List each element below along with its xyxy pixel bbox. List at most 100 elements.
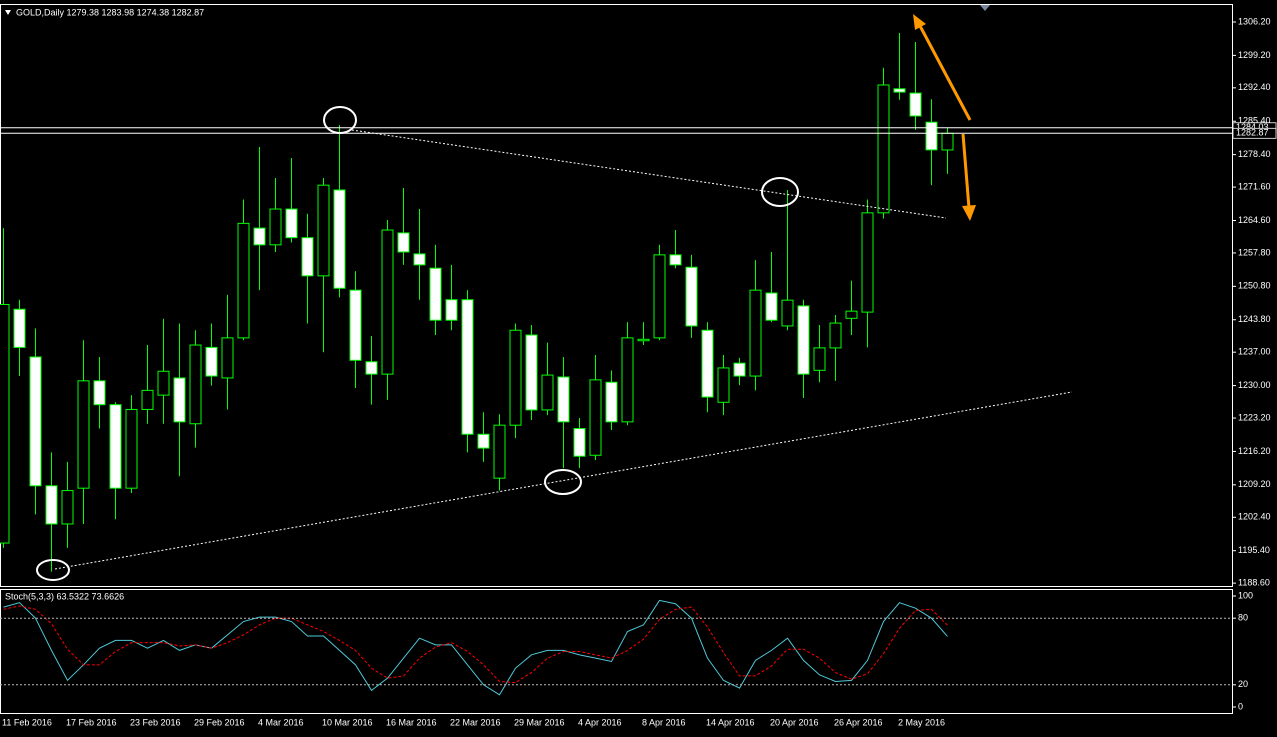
- candle-body: [877, 84, 890, 214]
- x-tick-label: 8 Apr 2016: [642, 717, 686, 727]
- shift-marker[interactable]: [980, 5, 990, 11]
- y-tick-label: 1264.60: [1238, 215, 1271, 225]
- x-tick-label: 4 Apr 2016: [578, 717, 622, 727]
- candle-body: [269, 208, 282, 246]
- x-tick-label: 16 Mar 2016: [386, 717, 437, 727]
- candle-body: [557, 376, 570, 423]
- candle-body: [797, 305, 810, 375]
- stoch-panel-frame: [0, 589, 1233, 714]
- candle-body: [781, 299, 794, 327]
- candle-body: [77, 380, 90, 489]
- y-tick-label: 1223.20: [1238, 412, 1271, 422]
- candle-body: [493, 424, 506, 479]
- x-tick-label: 11 Feb 2016: [2, 717, 52, 727]
- candle-body: [109, 404, 122, 489]
- candle-body: [445, 299, 458, 321]
- arrow-head: [913, 14, 926, 30]
- stoch-line: [3, 599, 948, 696]
- candle-body: [125, 408, 138, 489]
- x-tick-label: 14 Apr 2016: [706, 717, 755, 727]
- candle-body: [477, 433, 490, 449]
- x-tick-label: 2 May 2016: [898, 717, 945, 727]
- x-tick-label: 10 Mar 2016: [322, 717, 373, 727]
- x-tick-label: 22 Mar 2016: [450, 717, 501, 727]
- highlight-circle: [36, 559, 70, 581]
- candle-body: [685, 266, 698, 327]
- candle-body: [653, 254, 666, 339]
- main-panel-frame: [0, 4, 1233, 587]
- x-tick-label: 29 Mar 2016: [514, 717, 565, 727]
- y-tick-label: 1285.40: [1238, 116, 1271, 126]
- y-tick-label: 1195.40: [1238, 545, 1270, 555]
- candle-body: [413, 253, 426, 266]
- price-label: 1284.03: [1236, 122, 1269, 132]
- candle-body: [925, 121, 938, 151]
- candle-body: [893, 88, 906, 93]
- arrow-head: [962, 205, 976, 221]
- y-tick-label: 1243.80: [1238, 314, 1271, 324]
- candle-body: [237, 222, 250, 339]
- highlight-circle: [761, 177, 799, 207]
- resistance-trendline: [351, 129, 947, 219]
- candle-body: [717, 367, 730, 403]
- y-tick-label: 1306.20: [1238, 16, 1271, 26]
- y-tick-label: 0: [1238, 701, 1243, 711]
- candle-body: [285, 208, 298, 239]
- y-tick-label: 1278.40: [1238, 149, 1271, 159]
- y-tick-label: 1237.00: [1238, 347, 1271, 357]
- candle-body: [429, 267, 442, 321]
- candle-body: [813, 347, 826, 371]
- chart-title: GOLD,Daily 1279.38 1283.98 1274.38 1282.…: [16, 7, 204, 17]
- candle-body: [621, 337, 634, 423]
- candle-body: [749, 289, 762, 377]
- arrow-up: [917, 23, 972, 121]
- y-tick-label: 80: [1238, 613, 1248, 623]
- price-label: 1282.87: [1236, 128, 1269, 138]
- y-tick-label: 1271.60: [1238, 181, 1271, 191]
- candle-body: [173, 377, 186, 423]
- candle-body: [765, 292, 778, 321]
- candle-body: [381, 229, 394, 375]
- annotations: [36, 14, 1073, 581]
- candle-body: [573, 428, 586, 457]
- candle-body: [13, 308, 26, 348]
- candle-body: [541, 374, 554, 411]
- candle-body: [189, 344, 202, 425]
- candle-body: [637, 338, 650, 342]
- x-tick-label: 17 Feb 2016: [66, 717, 117, 727]
- support-trendline: [54, 391, 1073, 570]
- x-tick-label: 23 Feb 2016: [130, 717, 181, 727]
- y-tick-label: 1216.20: [1238, 446, 1271, 456]
- y-tick-label: 1188.60: [1238, 578, 1270, 588]
- candle-body: [29, 356, 42, 487]
- candle-body: [589, 379, 602, 456]
- menu-triangle[interactable]: [5, 10, 11, 15]
- candle-body: [605, 381, 618, 423]
- y-tick-label: 1209.20: [1238, 479, 1271, 489]
- candle-body: [525, 334, 538, 411]
- candle-body: [509, 329, 522, 426]
- y-tick-label: 1257.80: [1238, 247, 1271, 257]
- x-tick-label: 20 Apr 2016: [770, 717, 819, 727]
- stoch-title: Stoch(5,3,3) 63.5322 73.6626: [5, 591, 124, 601]
- candle-body: [861, 212, 874, 313]
- y-tick-label: 1299.20: [1238, 50, 1271, 60]
- candle-body: [61, 490, 74, 525]
- y-tick-label: 20: [1238, 679, 1248, 689]
- candle-body: [141, 389, 154, 410]
- candle-body: [397, 232, 410, 253]
- candle-body: [0, 303, 10, 544]
- x-tick-label: 26 Apr 2016: [834, 717, 883, 727]
- candle-body: [829, 322, 842, 349]
- candle-body: [333, 189, 346, 289]
- y-tick-label: 1250.80: [1238, 281, 1271, 291]
- candle-body: [365, 361, 378, 375]
- marks: [0, 32, 954, 696]
- y-tick-label: 1292.40: [1238, 82, 1271, 92]
- y-tick-label: 100: [1238, 590, 1253, 600]
- candle-body: [205, 346, 218, 377]
- candle-body: [909, 92, 922, 117]
- highlight-circle: [544, 469, 582, 495]
- x-tick-label: 4 Mar 2016: [258, 717, 304, 727]
